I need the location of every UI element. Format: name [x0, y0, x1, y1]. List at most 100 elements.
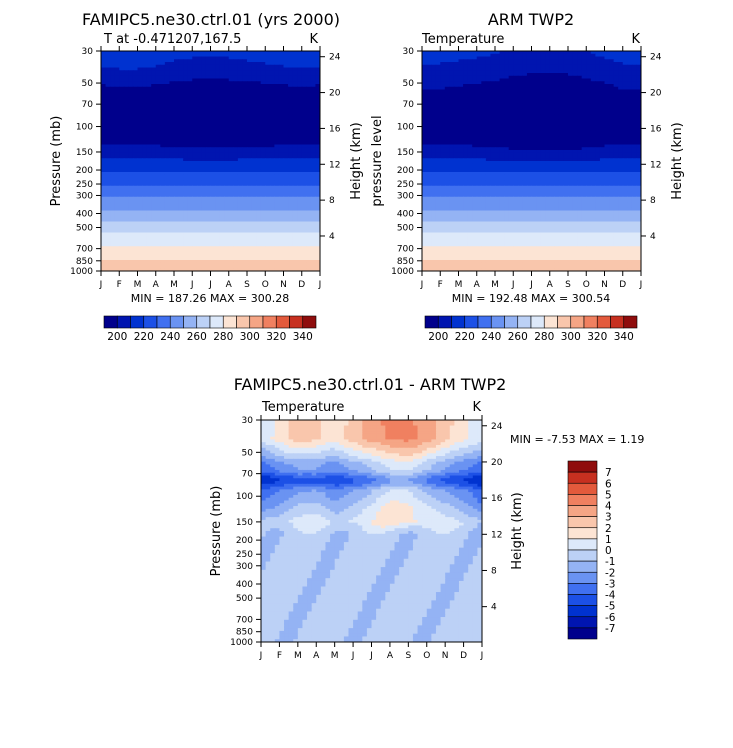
contour-cell	[224, 205, 230, 209]
contour-cell	[292, 188, 298, 192]
contour-cell	[210, 218, 216, 223]
panel-model-y2label: Height (km)	[349, 122, 364, 199]
contour-cell	[237, 185, 244, 190]
contour-cell	[622, 103, 628, 107]
contour-cell	[568, 78, 574, 82]
contour-cell	[260, 235, 266, 239]
contour-cell	[164, 235, 171, 239]
contour-cell	[210, 155, 216, 159]
contour-cell	[155, 183, 161, 187]
contour-cell	[151, 117, 157, 121]
contour-cell	[192, 169, 198, 173]
contour-cell	[260, 172, 266, 176]
contour-cell	[274, 136, 280, 140]
contour-cell	[119, 196, 125, 201]
contour-cell	[618, 89, 624, 93]
contour-cell	[196, 97, 202, 102]
contour-cell	[137, 161, 143, 165]
contour-cell	[114, 108, 120, 113]
contour-cell	[247, 152, 253, 157]
contour-cell	[215, 238, 221, 242]
contour-cell	[274, 89, 280, 93]
contour-cell	[260, 150, 266, 154]
contour-cell	[265, 221, 271, 225]
contour-cell	[636, 89, 641, 93]
contour-cell	[155, 59, 161, 63]
contour-cell	[196, 92, 202, 96]
contour-cell	[174, 213, 180, 217]
contour-cell	[301, 232, 307, 236]
contour-cell	[101, 75, 107, 80]
contour-cell	[119, 114, 125, 118]
contour-cell	[306, 133, 312, 137]
contour-cell	[169, 64, 175, 69]
contour-cell	[110, 114, 116, 118]
contour-cell	[247, 53, 253, 58]
contour-cell	[174, 95, 180, 99]
contour-cell	[242, 210, 248, 214]
colorbar-swatch	[156, 315, 171, 329]
contour-cell	[292, 56, 298, 60]
x-tick-label: J	[318, 280, 322, 290]
contour-cell	[297, 227, 303, 231]
contour-cell	[283, 100, 289, 104]
contour-cell	[187, 122, 193, 126]
contour-cell	[183, 78, 189, 82]
contour-cell	[128, 117, 134, 121]
contour-cell	[146, 205, 152, 209]
contour-cell	[233, 133, 239, 137]
contour-cell	[310, 136, 317, 140]
contour-cell	[219, 169, 225, 173]
contour-cell	[256, 56, 262, 60]
contour-cell	[278, 53, 285, 58]
contour-cell	[151, 177, 157, 181]
contour-cell	[151, 172, 157, 176]
contour-cell	[301, 224, 307, 228]
contour-cell	[283, 119, 289, 124]
contour-cell	[123, 210, 129, 214]
contour-cell	[485, 100, 492, 104]
contour-cell	[219, 191, 225, 195]
contour-cell	[449, 81, 455, 85]
contour-cell	[536, 84, 542, 88]
contour-cell	[581, 103, 587, 107]
contour-cell	[283, 51, 289, 55]
contour-cell	[237, 265, 244, 269]
contour-cell	[301, 114, 307, 118]
contour-cell	[114, 260, 120, 264]
contour-cell	[269, 235, 275, 239]
contour-cell	[187, 114, 193, 118]
contour-cell	[315, 51, 320, 55]
contour-cell	[215, 207, 221, 212]
contour-cell	[499, 84, 505, 88]
contour-cell	[504, 75, 510, 80]
contour-cell	[151, 235, 157, 239]
contour-cell	[283, 158, 289, 162]
contour-cell	[174, 172, 180, 176]
contour-cell	[137, 210, 143, 214]
contour-cell	[114, 251, 120, 256]
contour-cell	[306, 73, 312, 77]
contour-cell	[187, 249, 193, 253]
contour-cell	[292, 235, 298, 239]
contour-cell	[265, 128, 271, 132]
contour-cell	[301, 196, 307, 201]
contour-cell	[269, 188, 275, 192]
contour-cell	[160, 191, 166, 195]
contour-cell	[283, 78, 289, 82]
contour-cell	[132, 251, 139, 256]
contour-cell	[540, 103, 546, 107]
contour-cell	[251, 130, 257, 135]
contour-cell	[123, 133, 129, 137]
contour-cell	[114, 177, 120, 181]
contour-cell	[224, 86, 230, 91]
contour-cell	[251, 260, 257, 264]
contour-cell	[228, 196, 234, 201]
contour-cell	[490, 53, 496, 58]
colorbar-swatch	[116, 315, 131, 329]
contour-cell	[278, 265, 285, 269]
contour-cell	[114, 81, 120, 85]
contour-cell	[205, 130, 212, 135]
contour-cell	[151, 158, 157, 162]
contour-cell	[192, 70, 198, 74]
